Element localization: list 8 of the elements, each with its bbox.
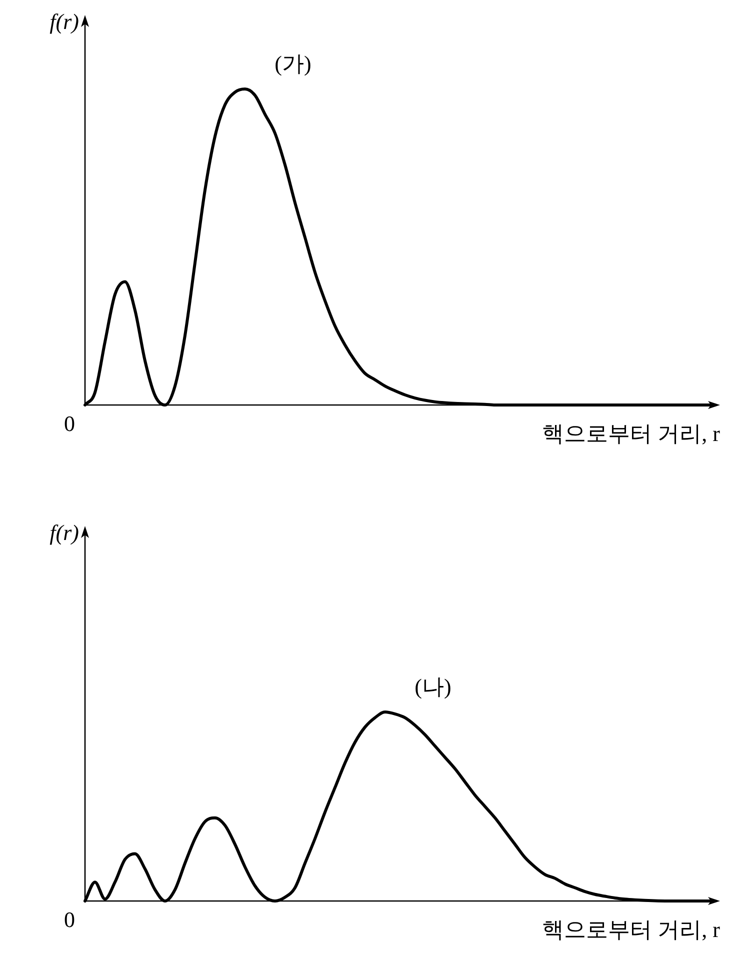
x-axis-title: 핵으로부터 거리, r [542, 421, 721, 446]
x-axis-title: 핵으로부터 거리, r [542, 917, 721, 942]
text: 0 [64, 411, 75, 436]
text: (가) [274, 51, 312, 76]
y-axis-title: f(r) [50, 520, 79, 545]
text: 0 [64, 907, 75, 932]
y-axis-title: f(r) [50, 9, 79, 34]
text: (나) [414, 674, 452, 699]
